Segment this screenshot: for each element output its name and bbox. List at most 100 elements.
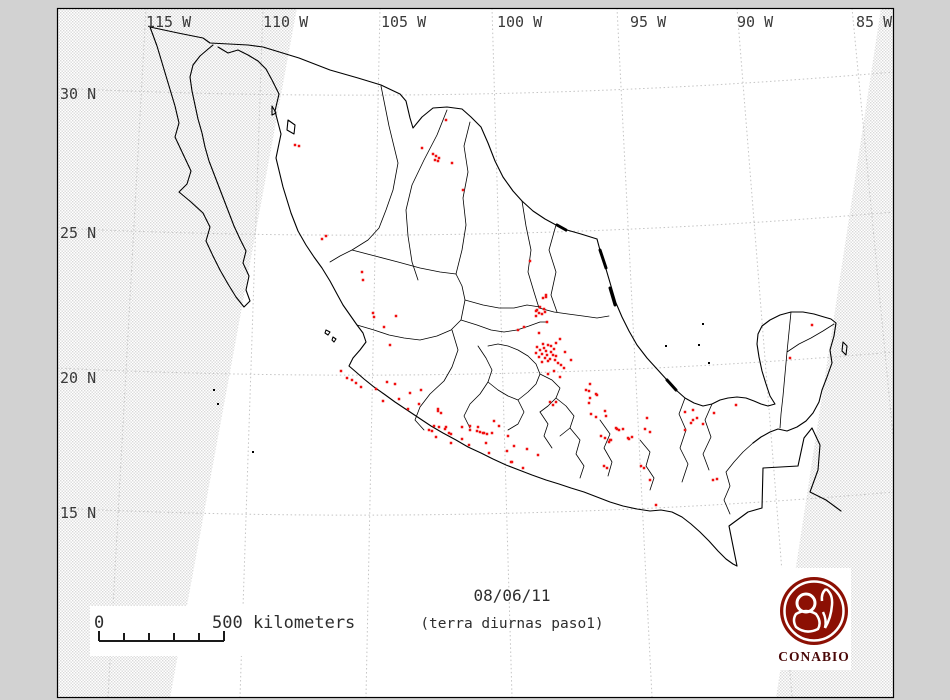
- fire-point: [485, 432, 489, 436]
- fire-point: [444, 425, 448, 429]
- city-points: [213, 323, 710, 453]
- fire-point: [516, 328, 520, 332]
- fire-point: [614, 426, 618, 430]
- fire-point: [393, 382, 397, 386]
- fire-point: [361, 278, 365, 282]
- fire-point: [543, 356, 547, 360]
- logo-disc: [780, 577, 848, 645]
- fire-point: [437, 156, 441, 160]
- map-speck: [702, 323, 704, 325]
- fire-point: [689, 421, 693, 425]
- logo-ram-muzzle: [792, 609, 821, 633]
- fire-point: [548, 357, 552, 361]
- longitude-label: 100 W: [497, 13, 543, 31]
- fire-point: [449, 441, 453, 445]
- fire-point: [558, 337, 562, 341]
- graticule: [57, 8, 894, 698]
- fire-point: [639, 464, 643, 468]
- fire-point: [563, 350, 567, 354]
- fire-point: [537, 355, 541, 359]
- fire-point: [525, 447, 529, 451]
- fire-point: [549, 350, 553, 354]
- fire-point: [374, 387, 378, 391]
- longitude-label: 115 W: [146, 13, 192, 31]
- us-mexico-border: [149, 26, 598, 240]
- fire-point: [607, 440, 611, 444]
- fire-point: [436, 409, 440, 413]
- parallel-line: [57, 71, 894, 96]
- fire-point: [603, 436, 607, 440]
- guatemala-belize-borders: [728, 427, 842, 567]
- fire-point: [430, 429, 434, 433]
- fire-point: [427, 428, 431, 432]
- fire-point: [359, 385, 363, 389]
- fire-point: [538, 348, 542, 352]
- conabio-logo: CONABIO: [778, 577, 850, 664]
- fire-point: [551, 353, 555, 357]
- fire-point: [406, 407, 410, 411]
- fire-point: [492, 419, 496, 423]
- fire-point: [381, 399, 385, 403]
- logo-text: CONABIO: [778, 649, 850, 664]
- fire-point: [540, 352, 544, 356]
- caption-label: (terra diurnas paso1): [420, 616, 603, 632]
- fire-point: [589, 412, 593, 416]
- fire-point: [535, 308, 539, 312]
- date-label: 08/06/11: [473, 586, 550, 605]
- fire-point: [444, 118, 448, 122]
- map-speck: [665, 345, 667, 347]
- fire-point: [587, 401, 591, 405]
- meridian-line: [107, 8, 147, 698]
- fire-point: [371, 311, 375, 315]
- fire-point: [701, 422, 705, 426]
- fire-point: [487, 451, 491, 455]
- fire-point: [345, 376, 349, 380]
- latitude-label: 15 N: [60, 504, 96, 522]
- scalebar-backing: [90, 606, 353, 656]
- fire-point: [559, 363, 563, 367]
- pacific-coast: [217, 46, 738, 567]
- fire-point: [417, 402, 421, 406]
- fire-point: [546, 359, 550, 363]
- fire-point: [468, 428, 472, 432]
- fire-point: [497, 424, 501, 428]
- fire-point: [711, 478, 715, 482]
- hatch-region-west: [57, 8, 297, 698]
- fire-point: [537, 311, 541, 315]
- fire-point: [546, 372, 550, 376]
- fire-point: [605, 466, 609, 470]
- fire-point: [385, 380, 389, 384]
- fire-point: [449, 432, 453, 436]
- map-speck: [213, 389, 215, 391]
- scale-zero-label: 0: [94, 613, 104, 633]
- fire-point: [715, 477, 719, 481]
- fire-point: [388, 343, 392, 347]
- fire-point: [691, 418, 695, 422]
- fire-point: [546, 343, 550, 347]
- longitude-label: 110 W: [263, 13, 309, 31]
- logo-parrot: [820, 587, 834, 629]
- fire-point: [360, 270, 364, 274]
- fire-point: [562, 366, 566, 370]
- fire-point: [554, 400, 558, 404]
- fire-point: [630, 435, 634, 439]
- meridian-line: [491, 8, 513, 698]
- fire-point: [478, 430, 482, 434]
- fire-point: [528, 259, 532, 263]
- fire-point: [554, 341, 558, 345]
- fire-point: [553, 358, 557, 362]
- fire-point: [476, 425, 480, 429]
- fire-point: [324, 234, 328, 238]
- fire-point: [450, 161, 454, 165]
- fire-point: [419, 388, 423, 392]
- islands: [271, 105, 848, 356]
- longitude-label: 105 W: [381, 13, 427, 31]
- fire-point: [509, 460, 513, 464]
- fire-point: [372, 315, 376, 319]
- fire-point: [436, 159, 440, 163]
- fire-point: [617, 428, 621, 432]
- fire-point: [420, 146, 424, 150]
- meridian-line: [736, 8, 793, 698]
- graticule-labels: 115 W 110 W 105 W 100 W 95 W 90 W 85 W 30 N 25 N…: [60, 13, 893, 522]
